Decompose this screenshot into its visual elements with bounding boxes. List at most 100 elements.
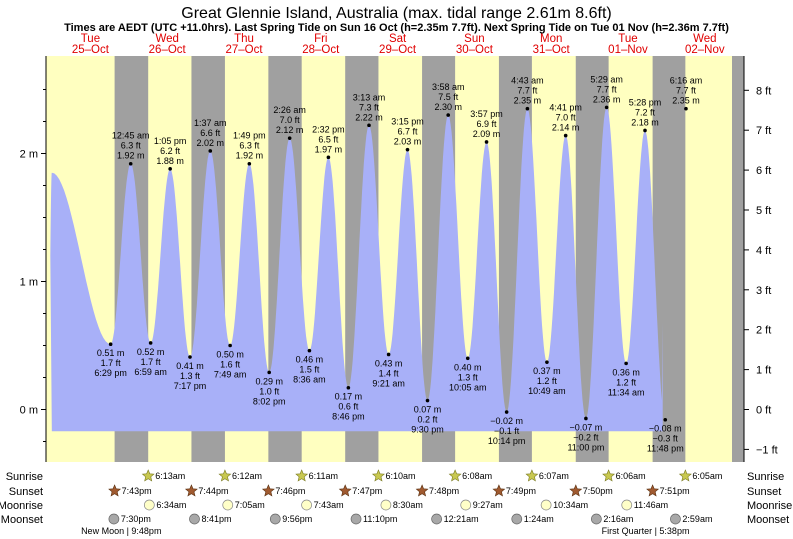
moonset-time: 1:24am — [524, 514, 554, 524]
low-tide-m: −0.08 m — [649, 424, 682, 434]
day-date-label: 02–Nov — [685, 44, 725, 56]
high-tide-time: 1:05 pm — [154, 136, 187, 146]
moonset-time: 2:16am — [603, 514, 633, 524]
low-tide-m: 0.51 m — [97, 348, 125, 358]
high-tide-time: 1:37 am — [194, 118, 227, 128]
moonrise-time: 7:05am — [235, 500, 265, 510]
y-tick-label-ft: 7 ft — [756, 125, 771, 137]
moonset-icon — [350, 513, 362, 525]
moonrise-icon — [301, 499, 312, 511]
tide-point — [247, 161, 252, 166]
low-tide-m: 0.52 m — [137, 347, 165, 357]
high-tide-m: 2.12 m — [276, 125, 304, 135]
low-tide-time: 8:46 pm — [332, 412, 365, 422]
high-tide-m: 1.97 m — [315, 144, 343, 154]
high-tide-ft: 6.7 ft — [397, 127, 418, 137]
tide-point — [563, 133, 568, 138]
day-date-label: 29–Oct — [379, 44, 417, 56]
low-tide-time: 7:49 am — [214, 370, 247, 380]
moonset-icon — [591, 513, 602, 525]
low-tide-ft: 0.6 ft — [338, 402, 359, 412]
y-tick-label-ft: 4 ft — [756, 245, 771, 257]
day-date-label: 31–Oct — [533, 44, 571, 56]
row-label-left: Sunrise — [6, 471, 43, 483]
high-tide-time: 3:58 am — [432, 82, 465, 92]
tide-point — [346, 385, 351, 390]
low-tide-ft: 1.2 ft — [537, 376, 558, 386]
low-tide-ft: 1.5 ft — [299, 365, 320, 375]
low-tide-time: 11:48 pm — [647, 444, 684, 454]
tide-point — [267, 370, 271, 375]
tide-point — [108, 342, 113, 347]
row-label-left: Sunset — [9, 486, 43, 498]
tide-point — [465, 356, 470, 361]
high-tide-time: 12:45 am — [112, 131, 150, 141]
moonset-icon — [431, 513, 442, 525]
moonrise-time: 8:30am — [393, 500, 423, 510]
tide-point — [545, 360, 549, 364]
sunrise-time: 6:06am — [616, 471, 646, 481]
day-name-label: Tue — [81, 33, 100, 45]
chart-title: Great Glennie Island, Australia (max. ti… — [181, 5, 611, 22]
sunrise-star-icon — [525, 469, 539, 482]
tide-point — [405, 147, 410, 152]
tide-point — [367, 123, 371, 128]
sunset-star-icon — [492, 484, 506, 497]
low-tide-m: −0.07 m — [570, 422, 603, 432]
moonset-icon — [511, 513, 523, 525]
tide-point — [584, 416, 588, 421]
tide-point — [168, 167, 172, 171]
chart-subtitle: Times are AEDT (UTC +11.0hrs). Last Spri… — [64, 22, 729, 34]
high-tide-time: 6:16 am — [670, 76, 703, 86]
row-label-left: Moonrise — [0, 500, 43, 512]
tide-point — [386, 352, 391, 357]
y-tick-label-ft: 8 ft — [756, 85, 771, 97]
low-tide-time: 10:49 am — [528, 386, 566, 396]
low-tide-m: 0.43 m — [375, 358, 403, 368]
high-tide-time: 3:57 pm — [470, 109, 503, 119]
moonrise-icon — [143, 499, 155, 511]
high-tide-ft: 7.3 ft — [359, 102, 380, 112]
sun-moon-rows: Sunrise Sunrise Sunset Sunset Moonrise Moonri… — [0, 469, 792, 536]
high-tide-m: 2.09 m — [473, 129, 501, 139]
low-tide-ft: 1.4 ft — [379, 368, 400, 378]
high-tide-m: 2.02 m — [197, 138, 225, 148]
high-tide-ft: 6.9 ft — [477, 119, 498, 129]
sunrise-time: 6:10am — [385, 471, 415, 481]
tide-point — [525, 106, 530, 111]
y-tick-label-ft: −1 ft — [756, 444, 778, 456]
moonset-time: 11:10pm — [363, 514, 397, 524]
low-tide-m: 0.46 m — [296, 355, 324, 365]
high-tide-time: 1:49 pm — [233, 131, 266, 141]
tide-point — [326, 155, 331, 160]
sunset-star-icon — [108, 484, 122, 497]
low-tide-ft: 1.7 ft — [141, 357, 162, 367]
sunrise-time: 6:13am — [155, 471, 185, 481]
low-tide-time: 11:00 pm — [567, 442, 604, 452]
day-labels: Tue25–OctWed26–OctThu27–OctFri28–OctSat2… — [72, 33, 725, 56]
high-tide-m: 1.88 m — [156, 156, 184, 166]
sunrise-star-icon — [371, 469, 385, 482]
high-tide-m: 2.36 m — [593, 94, 621, 104]
moonrise-time: 6:34am — [156, 500, 186, 510]
low-tide-ft: 0.2 ft — [417, 415, 438, 425]
low-tide-m: −0.02 m — [490, 416, 523, 426]
tide-point — [188, 355, 192, 359]
high-tide-m: 2.22 m — [355, 112, 383, 122]
high-tide-m: 1.92 m — [117, 151, 145, 161]
high-tide-time: 3:13 am — [353, 92, 386, 102]
tide-point — [148, 341, 153, 345]
y-tick-label-m: 1 m — [20, 277, 38, 289]
high-tide-ft: 7.0 ft — [556, 113, 577, 123]
moonset-time: 2:59am — [682, 514, 712, 524]
high-tide-time: 3:15 pm — [391, 117, 424, 127]
low-tide-ft: 1.7 ft — [101, 358, 122, 368]
sunrise-star-icon — [141, 469, 155, 482]
tide-curve — [50, 107, 663, 432]
moonrise-time: 10:34am — [553, 500, 588, 510]
high-tide-time: 5:28 pm — [629, 97, 662, 107]
high-tide-ft: 6.3 ft — [121, 141, 142, 151]
sunset-time: 7:49pm — [506, 486, 536, 496]
